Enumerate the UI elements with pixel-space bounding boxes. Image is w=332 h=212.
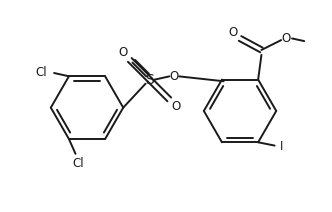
Text: Cl: Cl xyxy=(35,66,47,79)
Text: Cl: Cl xyxy=(72,157,84,170)
Text: S: S xyxy=(145,73,154,87)
Text: O: O xyxy=(119,46,128,59)
Text: O: O xyxy=(282,32,291,45)
Text: O: O xyxy=(170,70,179,83)
Text: I: I xyxy=(280,140,283,153)
Text: O: O xyxy=(171,100,181,113)
Text: O: O xyxy=(228,26,237,39)
